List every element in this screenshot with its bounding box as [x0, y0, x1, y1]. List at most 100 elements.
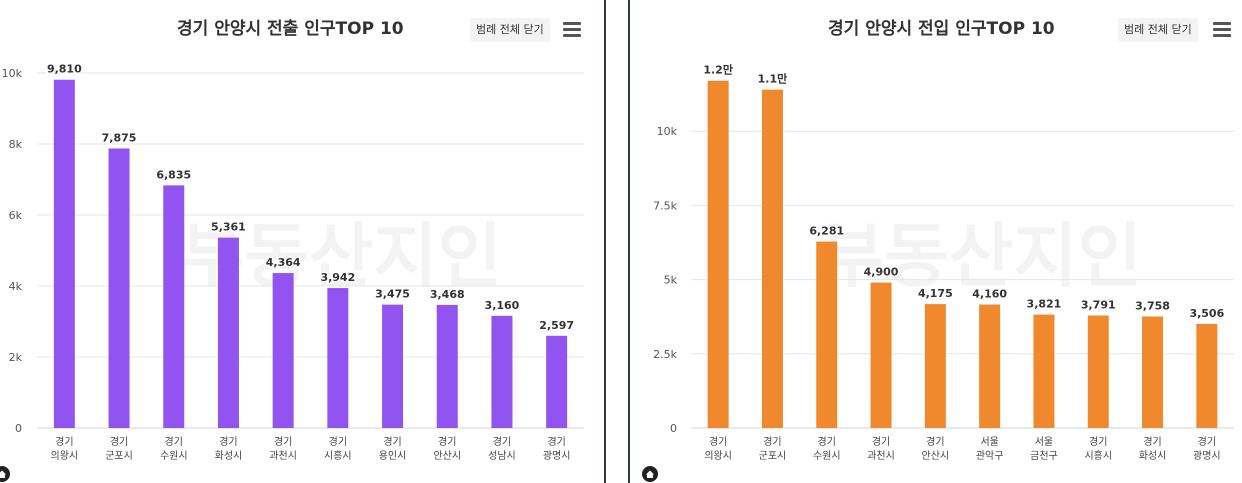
x-tick-label: 군포시	[105, 450, 133, 462]
data-label: 4,175	[918, 287, 953, 300]
x-tick-label: 경기	[926, 435, 944, 448]
x-tick-label: 수원시	[813, 450, 841, 462]
bar	[1087, 315, 1109, 428]
x-tick-label: 경기	[438, 435, 456, 448]
data-label: 3,160	[485, 299, 520, 312]
x-tick-label: 광명시	[543, 450, 571, 462]
x-tick-label: 경기	[1143, 435, 1161, 448]
x-tick-label: 경기	[219, 435, 237, 448]
data-label: 3,821	[1027, 298, 1062, 311]
x-tick-label: 의왕시	[51, 450, 79, 462]
x-tick-label: 안산시	[922, 450, 950, 462]
x-tick-label: 경기	[110, 435, 128, 448]
y-tick-label: 8k	[9, 138, 23, 151]
x-tick-label: 경기	[329, 435, 347, 448]
data-label: 3,791	[1081, 298, 1116, 311]
bar	[707, 80, 729, 428]
x-tick-label: 금천구	[1030, 450, 1058, 462]
legend-toggle-button[interactable]: 범례 전체 닫기	[1118, 18, 1198, 42]
data-label: 3,942	[320, 271, 355, 284]
data-label: 4,364	[266, 256, 301, 269]
data-label: 3,506	[1189, 307, 1224, 320]
data-label: 1.1만	[758, 72, 788, 86]
home-icon[interactable]	[0, 466, 10, 482]
data-label: 4,160	[972, 288, 1007, 301]
bar	[272, 273, 294, 428]
legend-toggle-button[interactable]: 범례 전체 닫기	[470, 18, 550, 42]
data-label: 4,900	[864, 266, 899, 279]
x-tick-label: 용인시	[379, 450, 407, 462]
data-label: 6,835	[156, 168, 191, 181]
x-tick-label: 경기	[872, 435, 890, 448]
data-label: 3,475	[375, 288, 410, 301]
x-tick-label: 화성시	[215, 450, 243, 462]
x-tick-label: 군포시	[759, 450, 787, 462]
x-tick-label: 경기	[274, 435, 292, 448]
y-tick-label: 6k	[9, 209, 23, 222]
bar	[1142, 316, 1164, 428]
chart-title: 경기 안양시 전입 인구TOP 10	[828, 19, 1055, 39]
x-tick-label: 경기	[763, 435, 781, 448]
x-tick-label: 경기	[1089, 435, 1107, 448]
home-icon[interactable]	[642, 466, 658, 482]
data-label: 7,875	[102, 131, 137, 144]
data-label: 9,810	[47, 63, 82, 76]
x-tick-label: 의왕시	[704, 450, 732, 462]
x-tick-label: 경기	[383, 435, 401, 448]
bar	[327, 288, 349, 428]
x-tick-label: 경기	[1198, 435, 1216, 448]
bar	[1196, 323, 1218, 428]
y-tick-label: 2k	[9, 351, 23, 364]
data-label: 3,758	[1135, 299, 1170, 312]
bar	[382, 304, 404, 428]
bar	[870, 282, 892, 428]
bar	[436, 304, 458, 428]
data-label: 3,468	[430, 288, 465, 301]
data-label: 2,597	[539, 319, 574, 332]
data-label: 5,361	[211, 221, 246, 234]
outflow-chart-panel: 부동산지인 02k4k6k8k10k9,810경기의왕시7,875경기군포시6,…	[0, 0, 606, 483]
x-tick-label: 경기	[165, 435, 183, 448]
x-tick-label: 경기	[709, 435, 727, 448]
y-tick-label: 5k	[664, 274, 678, 287]
data-label: 6,281	[809, 225, 844, 238]
bar	[979, 304, 1001, 428]
bar	[546, 335, 568, 428]
panel-divider	[604, 0, 606, 483]
y-tick-label: 7.5k	[653, 199, 677, 212]
bar	[761, 89, 783, 428]
inflow-chart-panel: 부동산지인 02.5k5k7.5k10k1.2만경기의왕시1.1만경기군포시6,…	[630, 0, 1242, 483]
x-tick-label: 관악구	[976, 450, 1004, 462]
bar	[163, 185, 185, 428]
bar	[491, 315, 513, 428]
bar	[924, 304, 946, 428]
y-tick-label: 2.5k	[653, 348, 677, 361]
x-tick-label: 광명시	[1193, 450, 1221, 462]
bar	[108, 148, 130, 428]
hamburger-menu-icon[interactable]	[1213, 22, 1231, 37]
x-tick-label: 시흥시	[324, 449, 352, 462]
y-tick-label: 0	[15, 422, 22, 435]
panel-divider	[628, 0, 630, 483]
x-tick-label: 수원시	[160, 450, 188, 462]
y-tick-label: 0	[670, 422, 677, 435]
bar	[816, 241, 838, 428]
bar	[217, 237, 239, 428]
y-tick-label: 4k	[9, 280, 23, 293]
x-tick-label: 과천시	[269, 450, 297, 462]
x-tick-label: 안산시	[433, 450, 461, 462]
x-tick-label: 경기	[818, 435, 836, 448]
hamburger-menu-icon[interactable]	[563, 22, 581, 37]
x-tick-label: 경기	[55, 435, 73, 448]
x-tick-label: 성남시	[488, 450, 516, 462]
chart-title: 경기 안양시 전출 인구TOP 10	[177, 19, 404, 39]
y-tick-label: 10k	[657, 125, 678, 138]
data-label: 1.2만	[703, 63, 733, 77]
x-tick-label: 서울	[1035, 436, 1053, 448]
x-tick-label: 시흥시	[1084, 449, 1112, 462]
x-tick-label: 과천시	[867, 450, 895, 462]
x-tick-label: 경기	[493, 435, 511, 448]
x-tick-label: 화성시	[1139, 450, 1167, 462]
